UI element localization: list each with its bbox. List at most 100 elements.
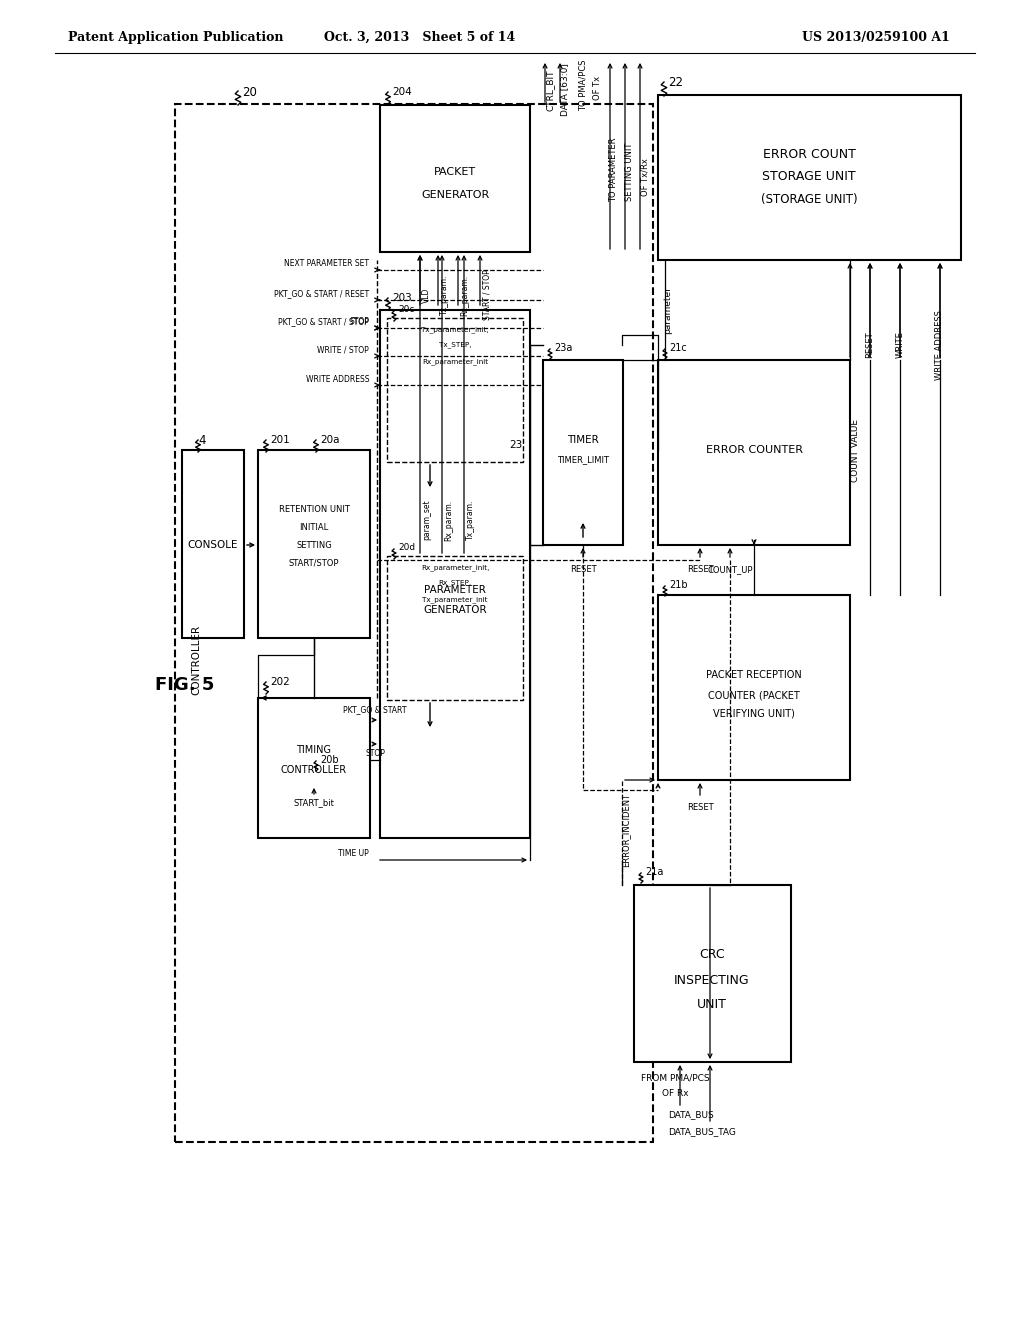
Text: TIMER_LIMIT: TIMER_LIMIT [557,455,609,465]
Text: VERIFYING UNIT): VERIFYING UNIT) [713,708,795,718]
Text: NEXT PARAMETER SET: NEXT PARAMETER SET [284,260,369,268]
Text: RESET: RESET [865,331,874,358]
Text: PKT_GO & START / RESET: PKT_GO & START / RESET [273,289,369,298]
Text: UNIT: UNIT [697,998,727,1011]
Bar [182,450,244,638]
Text: SETTING UNIT: SETTING UNIT [626,143,635,201]
Bar [658,95,961,260]
Text: INSPECTING: INSPECTING [674,974,750,986]
Text: START_bit: START_bit [294,799,335,808]
Text: Tx_param.: Tx_param. [466,500,475,540]
Text: STOP: STOP [349,318,369,326]
Text: DATA [63:0]: DATA [63:0] [560,63,569,116]
Text: WRITE ADDRESS: WRITE ADDRESS [936,310,944,380]
Text: 4: 4 [199,433,206,446]
Text: 21c: 21c [669,343,687,352]
Text: 22: 22 [668,77,683,90]
Text: OF Rx: OF Rx [662,1089,688,1098]
Text: Tx_param.: Tx_param. [440,275,449,315]
Text: CTRL_BIT: CTRL_BIT [546,69,555,111]
Text: WRITE: WRITE [896,331,904,359]
Text: param_set: param_set [422,500,431,540]
Text: RESET: RESET [687,565,714,574]
Text: 21b: 21b [669,579,688,590]
Text: 201: 201 [270,436,290,445]
Text: 204: 204 [392,87,412,96]
Text: Rx_parameter_init: Rx_parameter_init [422,359,488,366]
Text: US 2013/0259100 A1: US 2013/0259100 A1 [802,30,950,44]
Text: RESET: RESET [569,565,596,574]
Text: DATA_BUS: DATA_BUS [668,1110,714,1119]
Text: COUNTER (PACKET: COUNTER (PACKET [709,690,800,700]
Bar [387,318,523,462]
Text: PKT_GO & START / STOP: PKT_GO & START / STOP [279,318,369,326]
Bar [258,450,370,638]
Text: TIMING: TIMING [297,744,332,755]
Text: GENERATOR: GENERATOR [421,190,489,201]
Bar [658,360,850,545]
Text: WRITE / STOP: WRITE / STOP [317,346,369,355]
Text: PACKET: PACKET [434,168,476,177]
Text: 203: 203 [392,293,412,304]
Text: ERROR COUNT: ERROR COUNT [763,149,855,161]
Bar [380,310,530,838]
Text: TIMER: TIMER [567,436,599,445]
Text: CONTROLLER: CONTROLLER [191,624,201,696]
Text: 20a: 20a [319,436,340,445]
Text: STOP: STOP [366,750,385,759]
Text: INITIAL: INITIAL [299,524,329,532]
Text: parameter: parameter [664,286,673,334]
Text: Tx_STEP,: Tx_STEP, [438,342,471,348]
Text: OF Tx: OF Tx [593,77,601,100]
Text: CONTROLLER: CONTROLLER [281,766,347,775]
Text: Rx_param.: Rx_param. [460,275,469,315]
Text: ERROR_INCIDENT: ERROR_INCIDENT [622,793,631,867]
Text: PACKET RECEPTION: PACKET RECEPTION [707,671,802,680]
Text: FROM PMA/PCS: FROM PMA/PCS [641,1073,710,1082]
Text: 20c: 20c [398,305,415,314]
Text: PARAMETER: PARAMETER [424,585,486,595]
Text: GENERATOR: GENERATOR [423,605,486,615]
Bar [380,106,530,252]
Text: STORAGE UNIT: STORAGE UNIT [762,170,856,183]
Text: (STORAGE UNIT): (STORAGE UNIT) [761,193,857,206]
Text: DATA_BUS_TAG: DATA_BUS_TAG [668,1127,736,1137]
Bar [658,595,850,780]
Text: Patent Application Publication: Patent Application Publication [68,30,284,44]
Text: TO PMA/PCS: TO PMA/PCS [579,59,588,111]
Text: Rx_STEP,: Rx_STEP, [438,579,472,586]
Text: VLD: VLD [422,288,431,302]
Bar [387,556,523,700]
Text: 20: 20 [242,86,257,99]
Text: START / STOP: START / STOP [482,269,490,321]
Text: 202: 202 [270,677,290,686]
Text: 21a: 21a [645,867,664,876]
Text: CONSOLE: CONSOLE [187,540,239,550]
Text: COUNT_UP: COUNT_UP [708,565,753,574]
Text: RETENTION UNIT: RETENTION UNIT [279,506,349,515]
Bar [258,698,370,838]
Text: CRC: CRC [699,949,725,961]
Text: TIME UP: TIME UP [338,850,369,858]
Text: ERROR COUNTER: ERROR COUNTER [706,445,803,455]
Text: Tx_parameter_init: Tx_parameter_init [422,597,487,603]
Bar [175,104,653,1142]
Text: COUNT VALUE: COUNT VALUE [851,418,859,482]
Text: WRITE ADDRESS: WRITE ADDRESS [305,375,369,384]
Bar [543,360,623,545]
Text: FIG. 5: FIG. 5 [155,676,214,694]
Text: 20b: 20b [319,755,339,766]
Text: Rx_parameter_init,: Rx_parameter_init, [421,565,489,572]
Text: PKT_GO & START: PKT_GO & START [343,705,407,714]
Text: 20d: 20d [398,544,415,553]
Text: SETTING: SETTING [296,540,332,549]
Text: RESET: RESET [687,804,714,813]
Text: Tx_parameter_init,: Tx_parameter_init, [421,326,488,334]
Bar [634,884,791,1063]
Text: Oct. 3, 2013   Sheet 5 of 14: Oct. 3, 2013 Sheet 5 of 14 [325,30,516,44]
Text: TO PARAMETER: TO PARAMETER [609,137,618,202]
Text: OF Tx/Rx: OF Tx/Rx [640,158,649,195]
Text: START/STOP: START/STOP [289,558,339,568]
Text: Rx_param.: Rx_param. [444,499,453,541]
Text: 23: 23 [510,440,523,450]
